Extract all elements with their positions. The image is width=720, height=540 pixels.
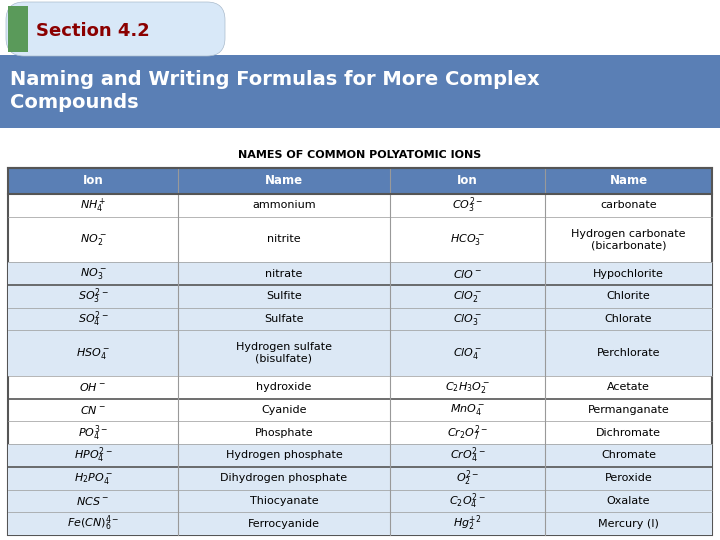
- Bar: [0, 55, 720, 128]
- Text: $MnO_4^-$: $MnO_4^-$: [450, 402, 485, 417]
- Text: $NO_2^-$: $NO_2^-$: [79, 232, 107, 247]
- Text: Sulfite: Sulfite: [266, 291, 302, 301]
- Text: nitrate: nitrate: [265, 268, 302, 279]
- Text: $HCO_3^-$: $HCO_3^-$: [450, 232, 485, 247]
- Text: $OH^-$: $OH^-$: [79, 381, 107, 393]
- Text: Chlorate: Chlorate: [605, 314, 652, 324]
- Text: Mercury (I): Mercury (I): [598, 518, 659, 529]
- FancyBboxPatch shape: [6, 2, 225, 56]
- Text: $HSO_4^-$: $HSO_4^-$: [76, 346, 110, 361]
- Bar: [8, 168, 712, 194]
- Text: Cyanide: Cyanide: [261, 405, 307, 415]
- Text: nitrite: nitrite: [267, 234, 301, 245]
- Text: Sulfate: Sulfate: [264, 314, 304, 324]
- Text: Ferrocyanide: Ferrocyanide: [248, 518, 320, 529]
- Text: $NH_4^+$: $NH_4^+$: [80, 196, 107, 214]
- Bar: [0, 0, 720, 55]
- Text: $ClO_2^-$: $ClO_2^-$: [453, 289, 482, 304]
- Text: Chlorite: Chlorite: [607, 291, 650, 301]
- Text: $ClO_4^-$: $ClO_4^-$: [453, 346, 482, 361]
- Text: $HPO_4^{2-}$: $HPO_4^{2-}$: [73, 446, 112, 465]
- Text: $ClO^-$: $ClO^-$: [453, 267, 482, 280]
- Bar: [8, 168, 712, 535]
- Text: $SO_3^{2-}$: $SO_3^{2-}$: [78, 287, 108, 306]
- Text: Phosphate: Phosphate: [255, 428, 313, 438]
- Text: Peroxide: Peroxide: [605, 473, 652, 483]
- Bar: [8, 512, 712, 535]
- Text: Dihydrogen phosphate: Dihydrogen phosphate: [220, 473, 348, 483]
- Text: Naming and Writing Formulas for More Complex
Compounds: Naming and Writing Formulas for More Com…: [10, 70, 539, 112]
- Text: hydroxide: hydroxide: [256, 382, 312, 392]
- Text: Chromate: Chromate: [601, 450, 656, 461]
- Text: Ion: Ion: [83, 174, 104, 187]
- Text: Name: Name: [609, 174, 647, 187]
- Text: carbonate: carbonate: [600, 200, 657, 211]
- Text: Dichromate: Dichromate: [596, 428, 661, 438]
- Bar: [8, 467, 712, 490]
- Text: $O_2^{2-}$: $O_2^{2-}$: [456, 468, 480, 488]
- Bar: [8, 490, 712, 512]
- Text: $C_2O_4^{2-}$: $C_2O_4^{2-}$: [449, 491, 486, 511]
- Text: $Fe(CN)_6^{4-}$: $Fe(CN)_6^{4-}$: [67, 514, 119, 534]
- Text: $ClO_3^-$: $ClO_3^-$: [453, 312, 482, 327]
- Text: $C_2H_3O_2^-$: $C_2H_3O_2^-$: [445, 380, 490, 395]
- Bar: [8, 308, 712, 330]
- Text: $SO_4^{2-}$: $SO_4^{2-}$: [78, 309, 108, 329]
- Text: $Hg_2^{+2}$: $Hg_2^{+2}$: [453, 514, 482, 534]
- Text: Section 4.2: Section 4.2: [36, 22, 150, 40]
- Bar: [8, 330, 712, 376]
- Text: $PO_4^{3-}$: $PO_4^{3-}$: [78, 423, 108, 442]
- Text: $CrO_4^{2-}$: $CrO_4^{2-}$: [449, 446, 485, 465]
- Text: Hydrogen sulfate
(bisulfate): Hydrogen sulfate (bisulfate): [236, 342, 332, 364]
- Text: Name: Name: [265, 174, 303, 187]
- Text: Hydrogen carbonate
(bicarbonate): Hydrogen carbonate (bicarbonate): [571, 228, 685, 250]
- Text: Permanganate: Permanganate: [588, 405, 670, 415]
- Text: $H_2PO_4^-$: $H_2PO_4^-$: [73, 471, 112, 485]
- Text: Acetate: Acetate: [607, 382, 650, 392]
- Text: ammonium: ammonium: [252, 200, 316, 211]
- Text: Perchlorate: Perchlorate: [597, 348, 660, 358]
- Text: Oxalate: Oxalate: [607, 496, 650, 506]
- Text: $NO_3^-$: $NO_3^-$: [79, 266, 107, 281]
- Text: $CN^-$: $CN^-$: [80, 404, 106, 416]
- Text: Thiocyanate: Thiocyanate: [250, 496, 318, 506]
- Text: $CO_3^{2-}$: $CO_3^{2-}$: [452, 195, 483, 215]
- Bar: [8, 6, 28, 52]
- Bar: [8, 262, 712, 285]
- Text: Hydrogen phosphate: Hydrogen phosphate: [225, 450, 343, 461]
- Text: NAMES OF COMMON POLYATOMIC IONS: NAMES OF COMMON POLYATOMIC IONS: [238, 150, 482, 160]
- Text: $Cr_2O_7^{2-}$: $Cr_2O_7^{2-}$: [447, 423, 488, 442]
- Text: Ion: Ion: [457, 174, 478, 187]
- Text: $NCS^-$: $NCS^-$: [76, 495, 109, 507]
- Bar: [8, 285, 712, 308]
- Bar: [8, 444, 712, 467]
- Text: Hypochlorite: Hypochlorite: [593, 268, 664, 279]
